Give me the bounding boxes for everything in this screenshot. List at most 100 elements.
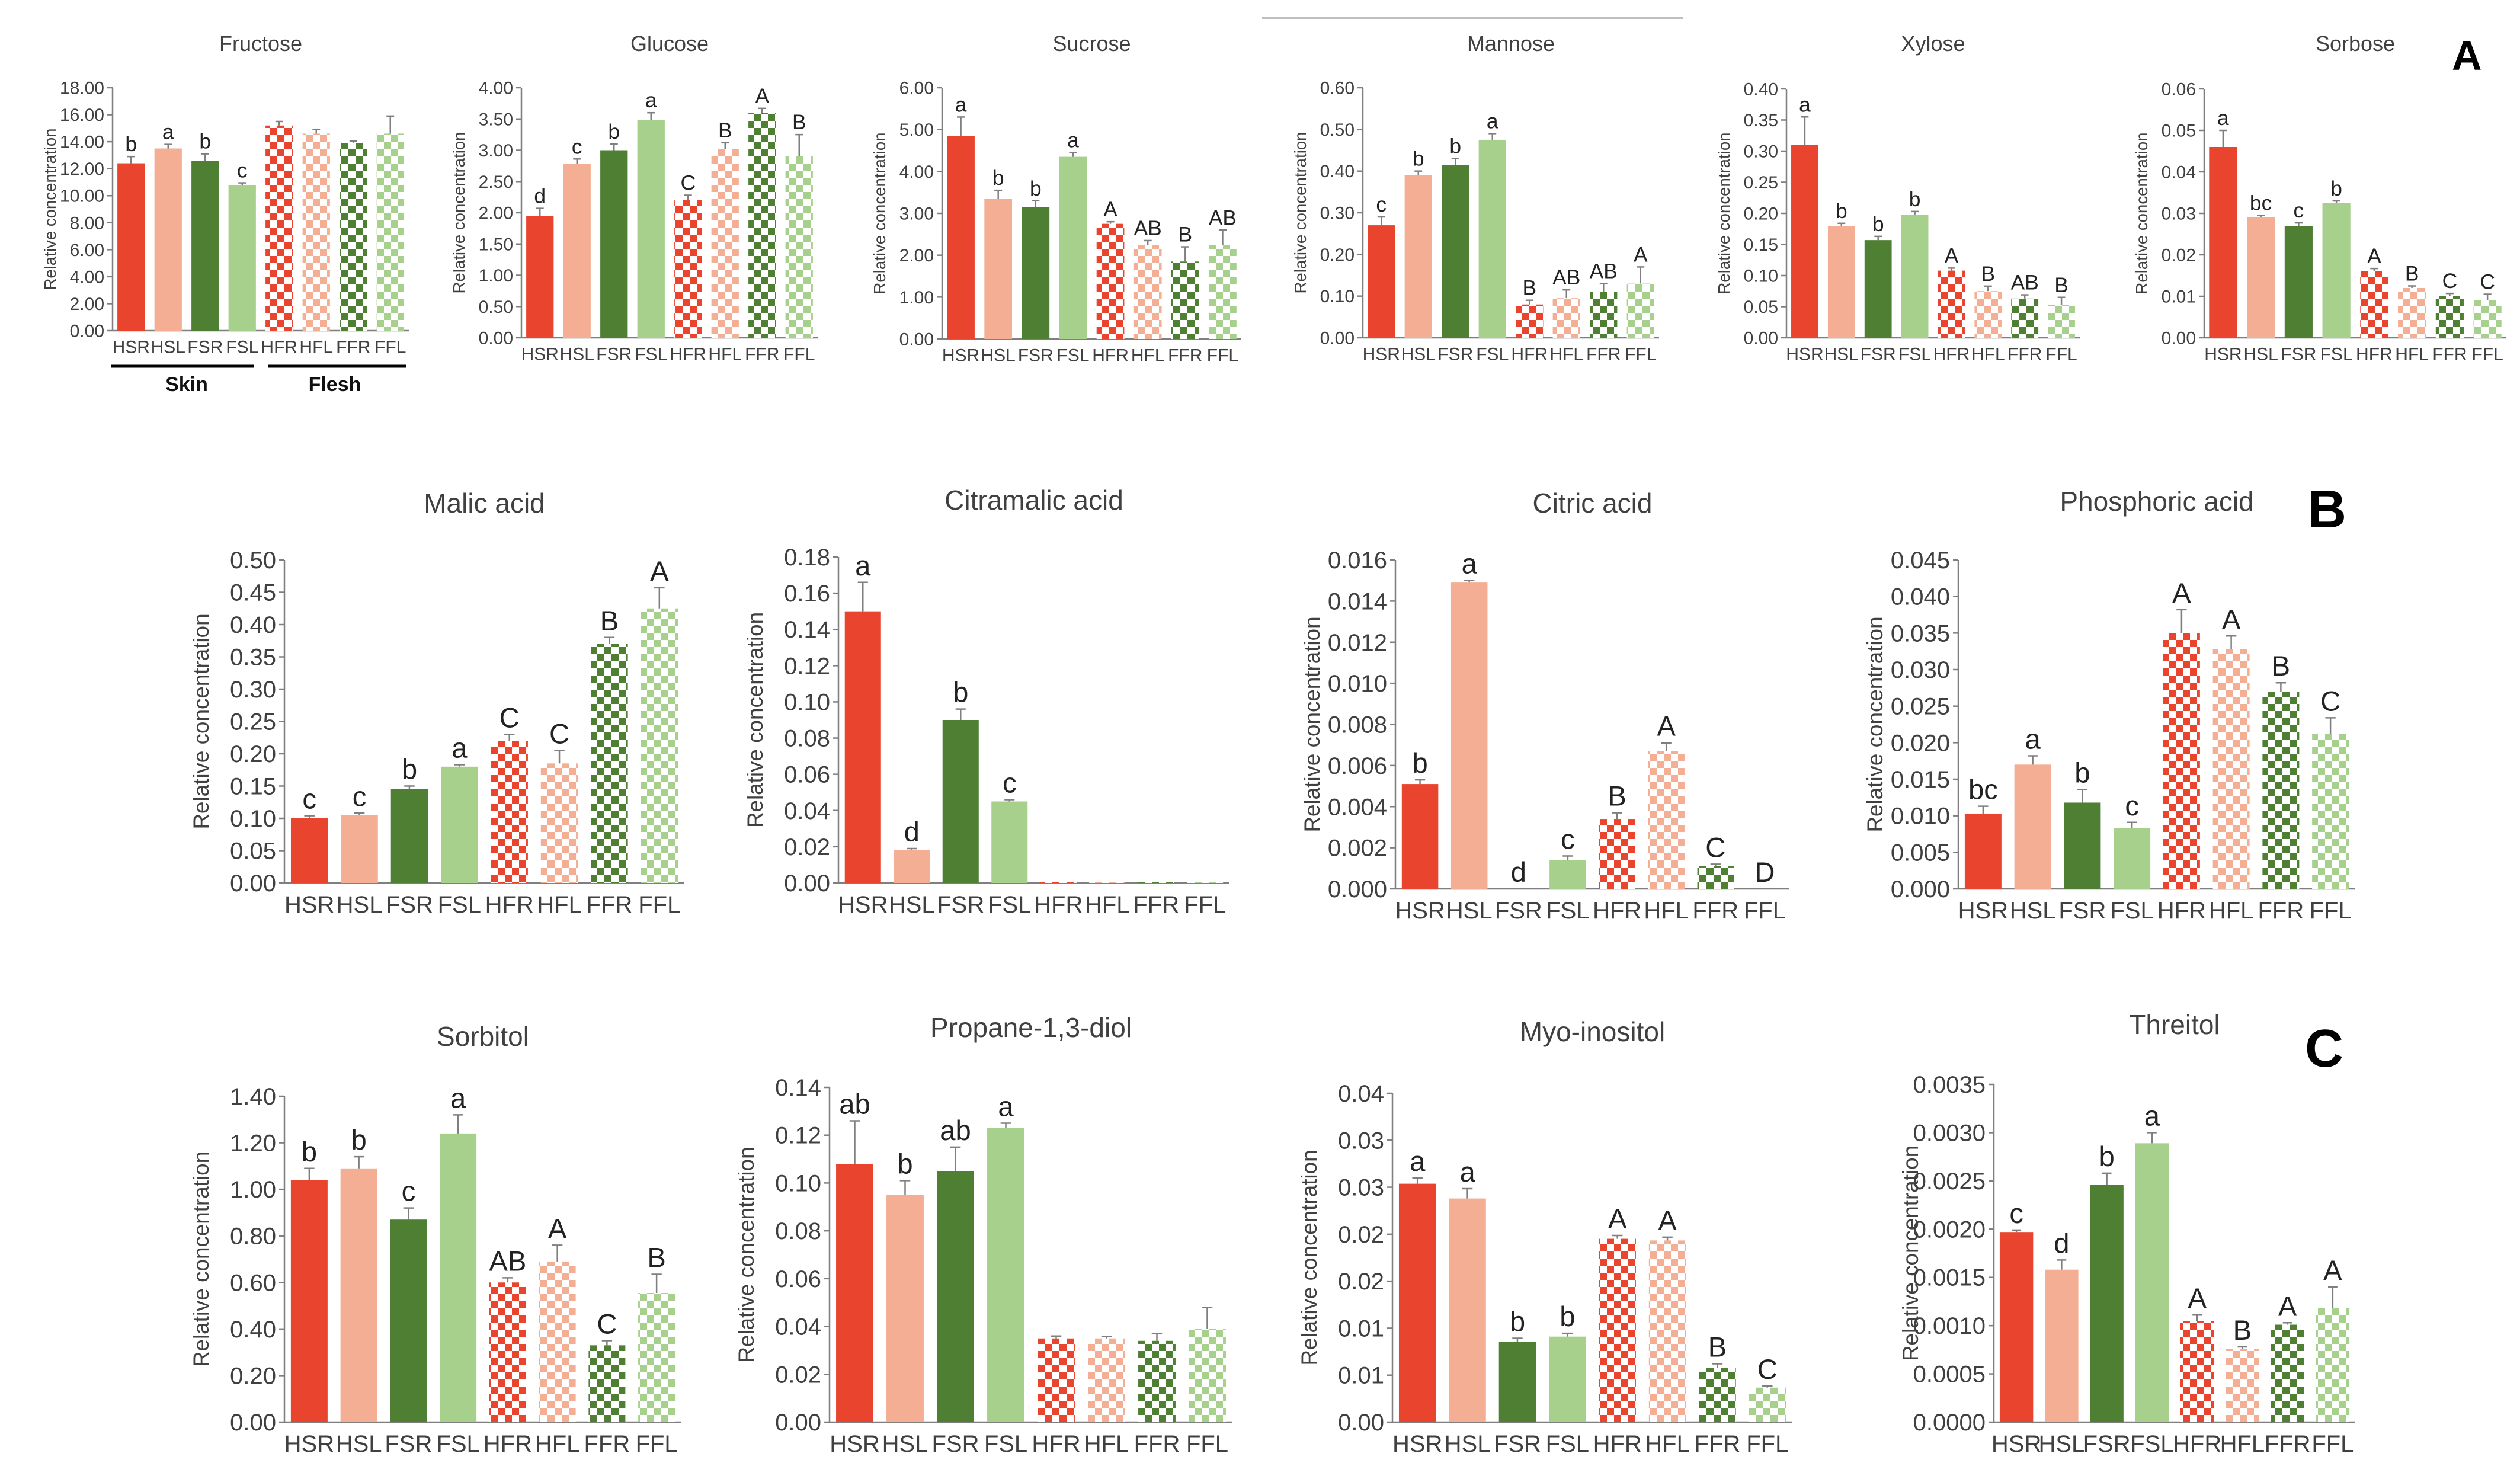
bar-fsl [1549, 860, 1586, 889]
x-tick-label: HFL [1644, 898, 1689, 924]
chart-sorbose: Sorbose Relative concentration 0.00 0.01 0.0… [2132, 31, 2506, 364]
y-tick-label: 0.014 [1328, 588, 1387, 614]
significance-letter: A [1634, 242, 1648, 266]
chart-title: Sorbitol [437, 1021, 529, 1052]
y-tick-label: 0.0015 [1913, 1265, 1986, 1291]
x-tick-label: HFR [485, 892, 534, 918]
y-tick-label: 0.10 [784, 689, 830, 715]
y-tick-label: 0.16 [784, 581, 830, 607]
bar-hfl [1974, 291, 2002, 338]
x-tick-label: HFR [1032, 1431, 1080, 1457]
y-tick-label: 0.60 [230, 1270, 276, 1296]
x-tick-label: HSL [882, 1431, 928, 1457]
y-tick-label: 0.00 [70, 322, 104, 341]
significance-letter: bc [1968, 774, 1998, 806]
x-tick-label: FFR [1586, 345, 1621, 364]
y-tick-label: 0.004 [1328, 794, 1387, 820]
bar-hfr [2180, 1321, 2214, 1422]
y-tick-label: 0.05 [2162, 121, 2196, 141]
x-tick-label: FSR [1861, 345, 1896, 364]
significance-letter: A [1608, 1203, 1627, 1235]
significance-letter: A [2222, 604, 2241, 635]
significance-letter: B [2405, 262, 2419, 286]
bar-hsl [1449, 1198, 1486, 1422]
x-tick-label: FFR [745, 345, 779, 364]
bar-hfl [1552, 298, 1580, 338]
bar-ffl [1749, 1387, 1786, 1422]
y-tick-label: 0.006 [1328, 753, 1387, 779]
x-tick-label: FSL [988, 892, 1031, 918]
bar-hfl [539, 1261, 576, 1422]
significance-letter: AB [2011, 271, 2039, 295]
significance-letter: B [1179, 223, 1193, 247]
y-tick-label: 2.00 [899, 246, 934, 265]
y-tick-label: 0.000 [1328, 876, 1387, 902]
y-tick-label: 4.00 [479, 79, 513, 98]
y-tick-label: 0.035 [1891, 620, 1950, 646]
bar-hsr [1368, 225, 1395, 338]
x-tick-label: FSR [937, 892, 984, 918]
bar-fsl [2114, 828, 2151, 889]
x-tick-label: HSR [113, 338, 150, 357]
x-tick-label: FSL [635, 345, 667, 364]
x-tick-label: HSL [1446, 898, 1493, 924]
chart-title: Xylose [1901, 31, 1965, 56]
bar-ffr [2271, 1324, 2304, 1422]
significance-letter: c [1003, 767, 1017, 799]
bar-fsr [1864, 240, 1892, 338]
x-tick-label: HSR [1786, 345, 1823, 364]
x-tick-label: FFL [1184, 892, 1226, 918]
x-tick-label: FFL [638, 892, 680, 918]
x-tick-label: FFL [2471, 345, 2503, 364]
chart-mannose: Mannose Relative concentration 0.00 0.10 0.2… [1291, 31, 1659, 364]
x-tick-label: HFR [1034, 892, 1083, 918]
x-tick-label: HSL [2038, 1431, 2084, 1457]
bar-fsr [1022, 207, 1050, 339]
x-tick-label: HSR [1392, 1431, 1442, 1457]
significance-letter: C [549, 719, 569, 750]
x-tick-label: HFL [1084, 1431, 1129, 1457]
x-tick-label: HSL [1445, 1431, 1491, 1457]
significance-letter: a [2144, 1100, 2160, 1132]
x-tick-label: HSL [1824, 345, 1859, 364]
x-tick-label: HFL [1131, 346, 1165, 366]
significance-letter: ab [839, 1089, 870, 1121]
y-tick-label: 0.01 [2162, 287, 2196, 307]
chart-threitol: Threitol Relative concentration 0.0000 0.00… [1898, 1009, 2355, 1457]
significance-letter: a [855, 550, 871, 582]
y-tick-label: 0.15 [230, 774, 276, 800]
significance-letter: a [998, 1092, 1014, 1123]
x-tick-label: HFL [1085, 892, 1130, 918]
bar-fsl [440, 1133, 477, 1422]
bar-ffl [641, 608, 678, 883]
x-tick-label: HSR [284, 892, 334, 918]
significance-letter: c [1561, 824, 1575, 856]
significance-letter: d [2054, 1228, 2069, 1259]
bar-ffl [376, 133, 404, 331]
x-tick-label: FSR [1018, 346, 1054, 366]
x-tick-label: FSL [1546, 898, 1589, 924]
significance-letter: b [1836, 199, 1847, 223]
significance-letter: B [1708, 1331, 1727, 1363]
y-tick-label: 0.005 [1891, 840, 1950, 866]
bar-fsr [937, 1171, 974, 1422]
x-tick-label: HFR [2173, 1431, 2221, 1457]
y-tick-label: 0.06 [775, 1266, 821, 1292]
x-tick-label: FFR [2258, 898, 2304, 924]
bar-ffl [785, 156, 813, 338]
x-tick-label: HFR [1593, 898, 1641, 924]
y-tick-label: 0.016 [1328, 548, 1387, 574]
significance-letter: b [2074, 757, 2090, 789]
bar-hsl [2045, 1269, 2079, 1422]
bar-ffl [638, 1292, 675, 1422]
y-tick-label: 0.0000 [1913, 1410, 1986, 1436]
x-tick-label: HSR [284, 1431, 334, 1457]
bar-hfl [1089, 882, 1126, 883]
bar-hsl [1404, 175, 1432, 338]
bar-hsr [1999, 1232, 2034, 1422]
x-tick-label: HSR [1395, 898, 1445, 924]
significance-letter: a [452, 733, 468, 764]
bar-ffr [1138, 882, 1174, 883]
x-tick-label: HSL [1401, 345, 1436, 364]
y-tick-label: 0.50 [479, 297, 513, 317]
